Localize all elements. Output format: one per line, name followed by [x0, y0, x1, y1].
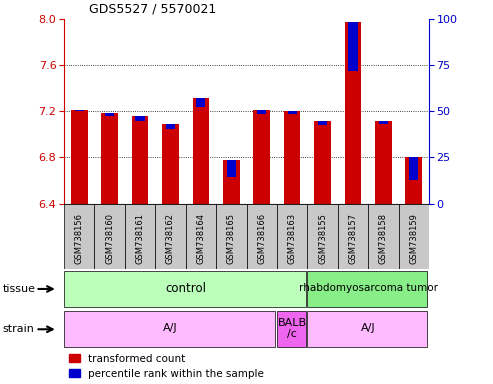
Bar [95, 204, 125, 269]
Bar [223, 160, 240, 204]
Bar [102, 113, 118, 204]
Bar [368, 204, 398, 269]
Text: GSM738163: GSM738163 [287, 214, 297, 265]
Bar [216, 204, 246, 269]
Bar [162, 124, 179, 204]
Text: A/J: A/J [361, 323, 375, 333]
Bar [186, 204, 216, 269]
Bar [136, 116, 144, 121]
Bar [349, 22, 357, 71]
Text: GSM738156: GSM738156 [75, 214, 84, 264]
Text: GSM738160: GSM738160 [105, 214, 114, 264]
Text: GSM738155: GSM738155 [318, 214, 327, 264]
Bar [132, 116, 148, 204]
Bar [193, 98, 209, 204]
Legend: transformed count, percentile rank within the sample: transformed count, percentile rank withi… [70, 354, 264, 379]
Bar [287, 111, 297, 114]
Bar [64, 311, 276, 348]
Text: BALB
/c: BALB /c [278, 318, 307, 339]
Bar [307, 204, 338, 269]
Bar [246, 204, 277, 269]
Bar [379, 121, 388, 124]
Bar [307, 311, 427, 348]
Bar [105, 113, 114, 116]
Bar [284, 111, 300, 204]
Text: strain: strain [2, 324, 35, 334]
Bar [277, 311, 306, 348]
Bar [345, 22, 361, 204]
Text: GSM738165: GSM738165 [227, 214, 236, 264]
Text: GSM738162: GSM738162 [166, 214, 175, 264]
Text: GSM738166: GSM738166 [257, 214, 266, 265]
Bar [253, 110, 270, 204]
Text: GSM738157: GSM738157 [349, 214, 357, 264]
Bar [375, 121, 391, 204]
Bar [314, 121, 331, 204]
Bar [64, 271, 306, 307]
Bar [166, 124, 175, 129]
Bar [227, 160, 236, 177]
Bar [196, 98, 206, 107]
Bar [307, 271, 427, 307]
Bar [338, 204, 368, 269]
Text: A/J: A/J [163, 323, 178, 333]
Bar [257, 110, 266, 114]
Text: control: control [165, 281, 206, 295]
Bar [71, 110, 88, 204]
Text: GSM738164: GSM738164 [196, 214, 206, 264]
Text: GDS5527 / 5570021: GDS5527 / 5570021 [89, 2, 216, 15]
Bar [125, 204, 155, 269]
Text: tissue: tissue [2, 284, 35, 294]
Bar [405, 157, 422, 204]
Text: GSM738159: GSM738159 [409, 214, 418, 264]
Text: rhabdomyosarcoma tumor: rhabdomyosarcoma tumor [299, 283, 438, 293]
Bar [277, 204, 307, 269]
Bar [398, 204, 429, 269]
Bar [155, 204, 186, 269]
Text: GSM738161: GSM738161 [136, 214, 144, 264]
Text: GSM738158: GSM738158 [379, 214, 388, 264]
Bar [409, 157, 418, 180]
Bar [64, 204, 95, 269]
Bar [75, 110, 84, 111]
Bar [318, 121, 327, 125]
